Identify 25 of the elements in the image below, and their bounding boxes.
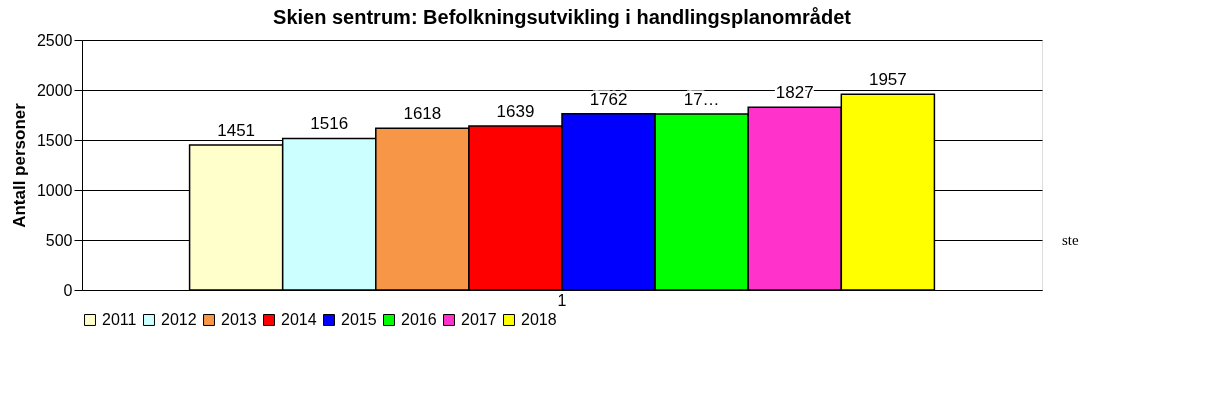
legend-label: 2013 — [221, 311, 257, 328]
legend-label: 2012 — [161, 311, 197, 328]
data-label: 1639 — [496, 102, 535, 122]
chart-title: Skien sentrum: Befolkningsutvikling i handlingsplanområdet — [273, 6, 852, 28]
text: ste — [1062, 232, 1079, 248]
y-axis-title: Antall personer — [9, 102, 29, 228]
legend-label: 2018 — [521, 311, 557, 328]
data-label: 17… — [683, 90, 720, 109]
y-tick-label: 2000 — [36, 81, 73, 99]
data-label: 1618 — [403, 104, 442, 124]
y-tick-label: 500 — [45, 231, 73, 249]
legend-label: 2017 — [461, 311, 497, 328]
legend-label: 2011 — [102, 311, 137, 328]
data-label: 1957 — [868, 70, 907, 90]
data-label: 1516 — [310, 114, 349, 134]
legend-label: 2015 — [341, 311, 377, 328]
y-tick-label: 1500 — [36, 131, 73, 149]
y-tick-label: 1000 — [36, 181, 73, 199]
y-tick-label: 0 — [63, 281, 73, 299]
y-tick-label: 2500 — [36, 31, 73, 49]
data-label: 1451 — [217, 120, 256, 140]
legend-label: 2016 — [401, 311, 437, 328]
x-tick-label: 1 — [557, 291, 567, 309]
data-label: 1762 — [589, 89, 628, 109]
legend-label: 2014 — [281, 311, 317, 328]
